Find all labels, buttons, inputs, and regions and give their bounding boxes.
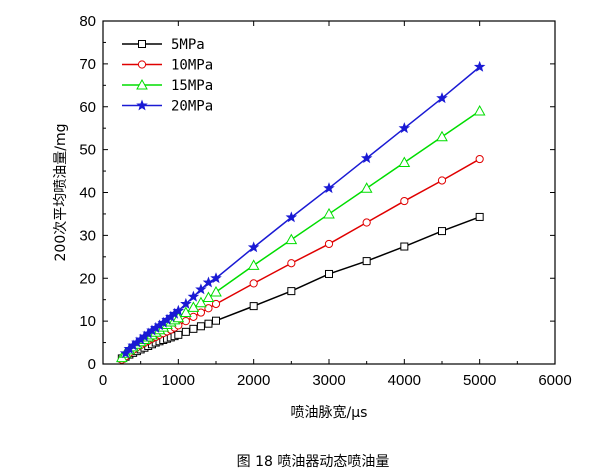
y-tick-label: 20 (79, 270, 96, 287)
data-point (285, 233, 298, 245)
y-tick-label: 10 (79, 313, 96, 330)
data-point (437, 176, 447, 185)
data-point (210, 285, 222, 297)
series-20MPa (119, 60, 486, 359)
data-point (202, 276, 215, 288)
data-point (398, 122, 411, 134)
y-tick-label: 30 (79, 227, 96, 244)
data-point (172, 304, 185, 316)
x-tick-label: 0 (99, 372, 107, 389)
data-point (211, 299, 221, 309)
data-point (360, 152, 373, 164)
data-point (180, 297, 192, 309)
legend-item: 15MPa (122, 78, 213, 94)
data-point (473, 60, 486, 72)
data-point (195, 283, 207, 295)
data-point (189, 324, 198, 333)
y-tick-label: 80 (79, 13, 96, 30)
data-point (400, 196, 409, 206)
data-point (436, 130, 448, 142)
y-tick-label: 40 (79, 185, 96, 202)
data-point (362, 257, 371, 266)
data-point (360, 182, 373, 193)
data-point (249, 279, 258, 288)
series-layer (115, 60, 486, 364)
legend-marker (137, 60, 147, 69)
data-point (247, 259, 260, 270)
x-tick-label: 4000 (388, 372, 421, 389)
data-point (249, 302, 258, 311)
data-point (202, 291, 215, 303)
data-point (475, 154, 484, 164)
data-point (196, 308, 206, 317)
x-tick-label: 3000 (312, 372, 345, 389)
data-point (285, 211, 298, 223)
x-axis-label: 喷油脉宽/μs (291, 404, 368, 421)
x-tick-label: 1000 (162, 372, 195, 389)
data-point (324, 239, 334, 249)
data-point (210, 272, 222, 284)
data-point (400, 242, 409, 251)
legend-label: 5MPa (171, 37, 205, 53)
data-point (398, 156, 411, 167)
data-point (196, 322, 205, 331)
tick-layer: 0 1000 2000 3000 4000 5000 6000 0 10 20 30 40 50 60 70… (79, 13, 571, 389)
x-tick-label: 5000 (463, 372, 496, 389)
data-point (287, 259, 296, 268)
data-point (204, 319, 213, 328)
legend-marker (136, 99, 148, 111)
data-point (204, 304, 213, 313)
y-axis-label: 200次平均喷油量/mg (53, 124, 69, 262)
x-tick-label: 6000 (538, 372, 571, 389)
data-point (187, 290, 200, 302)
legend-item: 10MPa (122, 58, 213, 74)
y-tick-label: 60 (79, 99, 96, 116)
legend: 5MPa 10MPa 15MPa 20MPa (122, 37, 213, 115)
data-point (362, 218, 371, 227)
data-point (475, 212, 484, 221)
y-tick-label: 50 (79, 142, 96, 159)
legend-label: 10MPa (171, 58, 213, 74)
data-point (325, 269, 333, 278)
data-point (212, 316, 220, 325)
data-point (174, 330, 183, 339)
y-tick-label: 70 (79, 56, 96, 73)
data-point (323, 207, 335, 219)
data-point (323, 182, 335, 194)
data-point (181, 327, 190, 336)
legend-item: 5MPa (122, 37, 205, 53)
x-tick-label: 2000 (237, 372, 270, 389)
data-point (195, 296, 207, 308)
legend-item: 20MPa (122, 99, 213, 115)
legend-marker (136, 78, 148, 90)
data-point (247, 241, 260, 253)
legend-label: 15MPa (171, 78, 213, 94)
data-point (119, 347, 132, 359)
y-tick-label: 0 (88, 356, 96, 373)
data-point (436, 92, 448, 104)
data-point (438, 227, 446, 236)
figure-caption: 图 18 喷油器动态喷油量 (237, 454, 390, 470)
data-point (287, 287, 296, 296)
data-point (180, 306, 192, 318)
legend-marker (138, 40, 146, 48)
data-point (473, 105, 486, 116)
legend-label: 20MPa (171, 99, 213, 115)
